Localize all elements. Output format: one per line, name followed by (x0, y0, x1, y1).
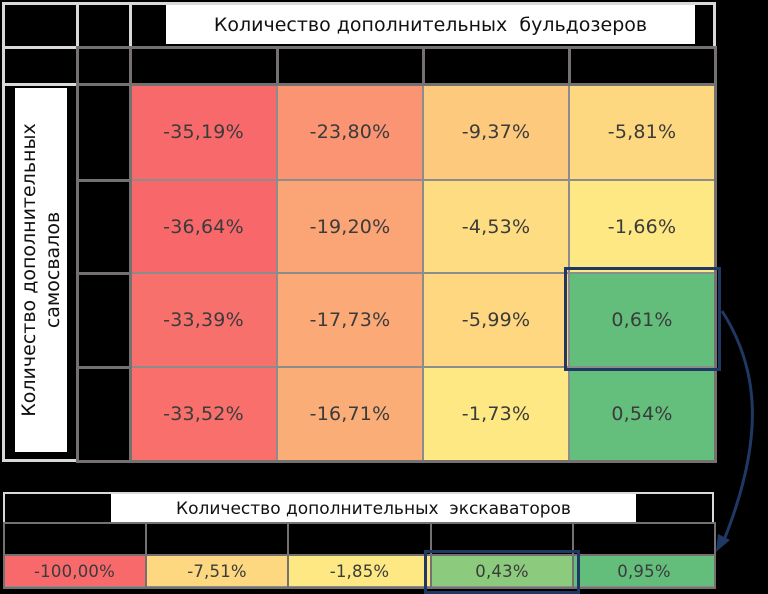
top-cell-r2-c0: -33,39% (131, 274, 278, 368)
grid-line (76, 179, 131, 182)
grid-line (76, 83, 716, 86)
grid-line (2, 46, 78, 49)
grid-line (572, 522, 574, 589)
top-cell-r3-c2: -1,73% (424, 368, 570, 462)
grid-line (422, 46, 425, 85)
top-cell-r3-c0: -33,52% (131, 368, 278, 462)
grid-line (568, 46, 571, 85)
bottom-cell-c1: -7,51% (147, 556, 289, 588)
grid-line (76, 46, 79, 463)
grid-line (76, 2, 79, 48)
grid-line (287, 522, 289, 589)
top-cell-r2-c3: 0,61% (570, 274, 716, 368)
bottom-cell-c2: -1,85% (289, 556, 432, 588)
excavators-axis-title: Количество дополнительных экскаваторов (111, 494, 636, 523)
top-cell-r0-c2: -9,37% (424, 85, 570, 181)
grid-line (3, 587, 716, 589)
bottom-cell-c4: 0,95% (574, 556, 716, 588)
grid-line (76, 460, 716, 463)
top-cell-r3-c1: -16,71% (278, 368, 424, 462)
grid-line (76, 366, 131, 369)
grid-line (2, 83, 78, 86)
top-cell-r2-c2: -5,99% (424, 274, 570, 368)
top-cell-r1-c0: -36,64% (131, 181, 278, 274)
top-cell-r0-c3: -5,81% (570, 85, 716, 181)
grid-line (3, 522, 5, 589)
grid-line (713, 2, 716, 48)
grid-line (430, 522, 432, 589)
dump-trucks-axis-title: Количество дополнительных самосвалов (15, 88, 67, 452)
grid-line (3, 522, 716, 524)
grid-line (129, 2, 132, 48)
grid-line (712, 492, 714, 524)
dump-trucks-axis-title-line1: Количество дополнительных (18, 123, 40, 417)
grid-line (276, 46, 279, 85)
grid-line (76, 46, 716, 49)
grid-line (76, 272, 131, 275)
top-cell-r3-c3: 0,54% (570, 368, 716, 462)
top-cell-r1-c2: -4,53% (424, 181, 570, 274)
grid-line (2, 2, 5, 462)
grid-line (3, 492, 714, 494)
top-cell-r0-c1: -23,80% (278, 85, 424, 181)
grid-line (2, 459, 78, 462)
grid-line (2, 2, 716, 5)
top-cell-r1-c1: -19,20% (278, 181, 424, 274)
top-cell-r2-c1: -17,73% (278, 274, 424, 368)
top-cell-r0-c0: -35,19% (131, 85, 278, 181)
top-cell-r1-c3: -1,66% (570, 181, 716, 274)
bulldozers-axis-title: Количество дополнительных бульдозеров (166, 5, 695, 44)
bottom-cell-c0: -100,00% (4, 556, 147, 588)
grid-line (714, 46, 717, 463)
grid-line (129, 46, 132, 463)
dump-trucks-axis-title-line2: самосвалов (42, 211, 64, 329)
grid-line (714, 522, 716, 589)
grid-line (3, 554, 716, 556)
grid-line (3, 492, 5, 524)
bottom-cell-c3: 0,43% (432, 556, 574, 588)
grid-line (145, 522, 147, 589)
